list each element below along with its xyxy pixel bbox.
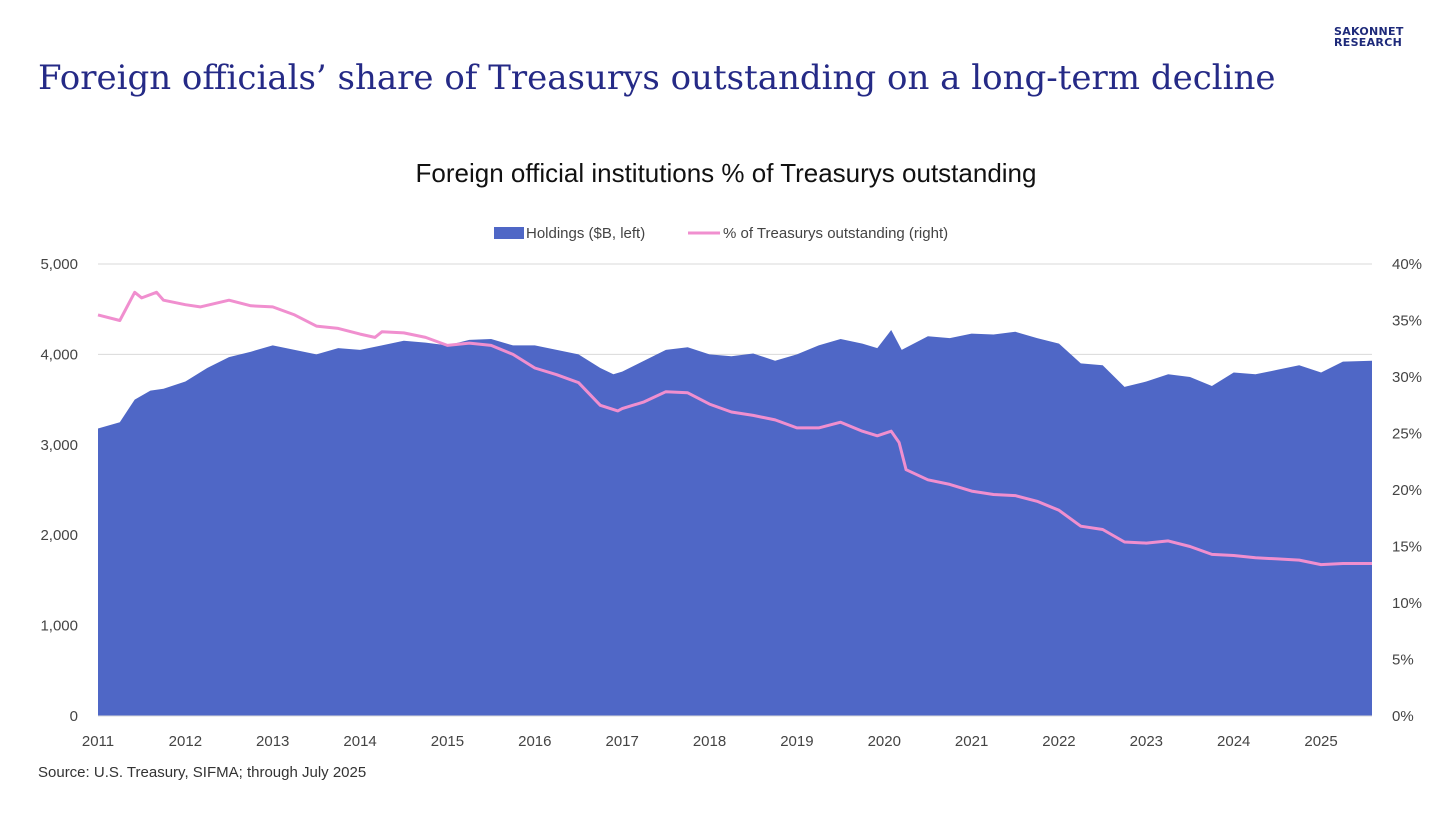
y-right-tick-label: 40%	[1392, 256, 1422, 273]
y-right-tick-label: 20%	[1392, 482, 1422, 499]
x-tick-label: 2020	[868, 733, 901, 750]
brand-line-2: RESEARCH	[1334, 36, 1403, 49]
brand-line-1: SAKONNET	[1334, 25, 1404, 38]
y-right-tick-label: 25%	[1392, 426, 1422, 443]
x-tick-label: 2021	[955, 733, 988, 750]
x-tick-label: 2015	[431, 733, 464, 750]
x-tick-label: 2012	[169, 733, 202, 750]
x-tick-label: 2019	[780, 733, 813, 750]
page-title: Foreign officials’ share of Treasurys ou…	[38, 58, 1276, 98]
legend-label-holdings: Holdings ($B, left)	[526, 225, 645, 242]
x-tick-label: 2014	[343, 733, 376, 750]
pct-outstanding-line-series	[97, 290, 1372, 567]
y-right-tick-label: 10%	[1392, 595, 1422, 612]
x-tick-label: 2011	[82, 733, 114, 750]
legend-label-pct: % of Treasurys outstanding (right)	[723, 225, 948, 242]
y-left-tick-label: 0	[70, 708, 78, 725]
y-right-tick-label: 5%	[1392, 652, 1414, 669]
legend-swatch-holdings	[494, 227, 524, 239]
x-tick-label: 2017	[605, 733, 638, 750]
x-tick-label: 2022	[1042, 733, 1075, 750]
x-tick-label: 2016	[518, 733, 551, 750]
y-right-tick-label: 0%	[1392, 708, 1414, 725]
x-tick-label: 2025	[1304, 733, 1337, 750]
y-left-tick-label: 4,000	[40, 346, 78, 363]
chart-title: Foreign official institutions % of Treas…	[416, 158, 1037, 188]
y-right-tick-label: 30%	[1392, 369, 1422, 386]
brand-logo: SAKONNET RESEARCH	[1334, 26, 1414, 48]
x-tick-label: 2024	[1217, 733, 1250, 750]
y-left-tick-label: 3,000	[40, 437, 78, 454]
source-note: Source: U.S. Treasury, SIFMA; through Ju…	[38, 764, 367, 781]
holdings-area-series	[98, 330, 1372, 716]
y-right-tick-label: 35%	[1392, 313, 1422, 330]
y-left-tick-label: 5,000	[40, 256, 78, 273]
y-right-tick-label: 15%	[1392, 539, 1422, 556]
x-tick-label: 2013	[256, 733, 289, 750]
x-tick-label: 2018	[693, 733, 726, 750]
y-left-tick-label: 1,000	[40, 618, 78, 635]
x-tick-label: 2023	[1130, 733, 1163, 750]
y-left-tick-label: 2,000	[40, 527, 78, 544]
